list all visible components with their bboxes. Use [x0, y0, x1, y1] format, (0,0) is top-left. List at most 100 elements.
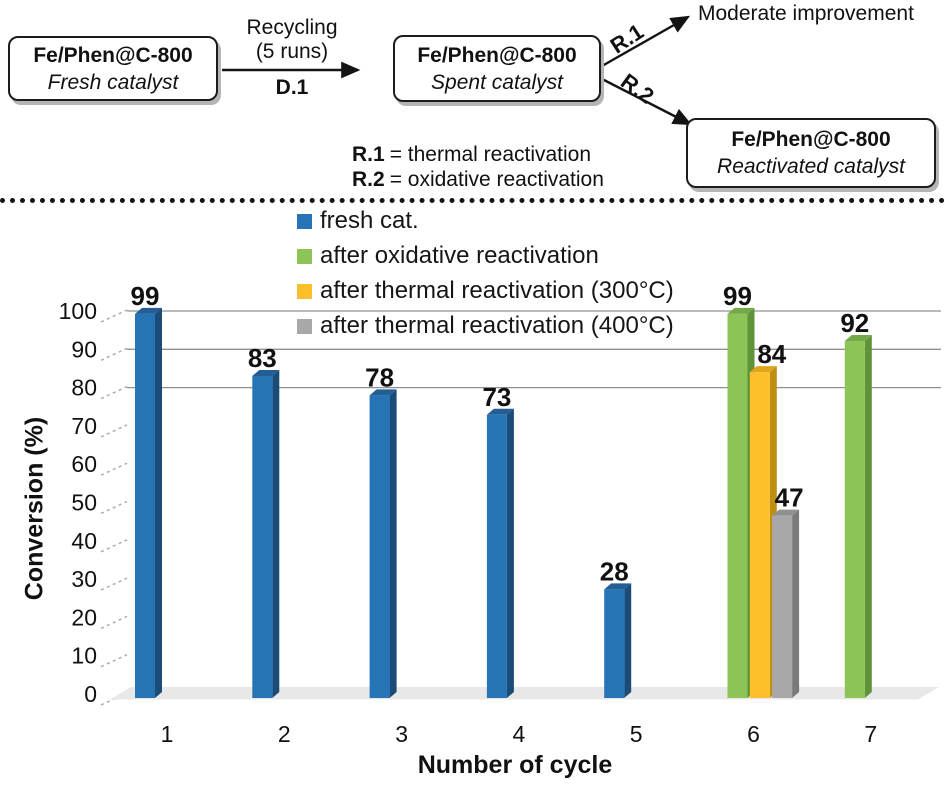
axis-tick-dash	[100, 577, 128, 591]
reactivated-catalyst-box: Fe/Phen@C-800 Reactivated catalyst	[686, 118, 936, 188]
fresh-catalyst-desc: Fresh catalyst	[47, 70, 179, 94]
fresh-catalyst-name: Fe/Phen@C-800	[33, 43, 193, 67]
y-tick-label: 70	[71, 413, 97, 439]
chart-floor	[110, 687, 939, 700]
bar-front	[844, 341, 865, 698]
axis-tick-dash	[100, 424, 128, 438]
legend-swatch-oxidative	[297, 248, 312, 264]
five-runs-label: (5 runs)	[255, 40, 329, 63]
bar-value-label: 28	[600, 556, 629, 586]
axis-tick-dash	[100, 539, 128, 553]
bar-front	[749, 372, 770, 698]
dotted-divider	[0, 198, 945, 203]
legend-item: after thermal reactivation (400°C)	[297, 312, 674, 339]
legend-item: after thermal reactivation (300°C)	[297, 277, 674, 304]
x-tick-label: 6	[747, 721, 760, 747]
reactivated-catalyst-name: Fe/Phen@C-800	[731, 128, 891, 151]
r2-definition-text: = oxidative reactivation	[389, 168, 604, 191]
r1-definition-text: = thermal reactivation	[389, 143, 592, 166]
bar-front	[727, 313, 748, 698]
bar-front	[486, 414, 507, 698]
bar-value-label: 92	[840, 308, 869, 338]
x-tick-label: 3	[395, 721, 408, 747]
bar-top	[486, 408, 514, 415]
legend-label: after thermal reactivation (400°C)	[320, 312, 674, 339]
x-tick-label: 2	[278, 721, 291, 747]
bar-top	[135, 307, 162, 314]
axis-tick-dash	[100, 615, 128, 630]
bar-top	[604, 583, 632, 590]
y-tick-label: 20	[71, 604, 97, 630]
bar-value-label: 47	[775, 483, 804, 513]
legend-swatch-fresh	[297, 213, 312, 229]
bar-front	[604, 589, 625, 698]
y-axis-title: Conversion (%)	[20, 416, 49, 601]
bar-top	[749, 366, 777, 373]
axis-tick-dash	[100, 385, 128, 400]
spent-catalyst-box: Fe/Phen@C-800 Spent catalyst	[393, 35, 601, 102]
spent-catalyst-desc: Spent catalyst	[431, 70, 563, 94]
r2-definition: R.2 = oxidative reactivation	[352, 168, 604, 192]
moderate-improvement-text: Moderate improvement	[698, 2, 914, 25]
r2-definition-key: R.2	[352, 168, 385, 191]
x-axis-title: Number of cycle	[417, 751, 613, 779]
y-tick-label: 100	[59, 298, 97, 324]
bar-top	[844, 335, 872, 342]
bar-side	[155, 307, 162, 698]
bar-side	[506, 408, 514, 698]
bar-top	[772, 509, 800, 516]
bar-value-label: 84	[757, 339, 786, 369]
bar-top	[252, 369, 280, 376]
x-tick-label: 1	[161, 721, 174, 747]
legend-item: fresh cat.	[297, 207, 674, 234]
bar-front	[135, 313, 155, 698]
y-tick-label: 30	[71, 566, 97, 592]
bar-top	[727, 307, 755, 314]
x-tick-label: 7	[864, 721, 877, 747]
bar-side	[624, 583, 632, 698]
bar-value-label: 78	[365, 362, 394, 392]
r1-definition: R.1 = thermal reactivation	[352, 143, 591, 167]
bar-front	[252, 375, 273, 698]
bar-front	[369, 395, 390, 698]
axis-tick-dash	[100, 500, 128, 515]
legend-label: after oxidative reactivation	[320, 242, 599, 269]
reactivated-catalyst-desc: Reactivated catalyst	[717, 155, 905, 178]
y-tick-label: 80	[71, 375, 97, 401]
y-tick-label: 90	[71, 336, 97, 362]
axis-tick-dash	[100, 462, 128, 476]
bar-side	[272, 369, 280, 698]
y-tick-label: 0	[84, 681, 97, 707]
spent-catalyst-name: Fe/Phen@C-800	[417, 43, 577, 67]
axis-tick-dash	[100, 347, 128, 361]
d1-label: D.1	[275, 76, 309, 99]
legend-swatch-thermal-400	[297, 318, 312, 334]
y-tick-label: 40	[71, 528, 97, 554]
recycling-label: Recycling	[246, 16, 338, 39]
axis-tick-dash	[100, 654, 128, 668]
y-tick-label: 50	[71, 490, 97, 516]
r1-definition-key: R.1	[352, 143, 385, 166]
bar-side	[389, 389, 397, 698]
legend-label: after thermal reactivation (300°C)	[320, 277, 674, 304]
axis-tick-dash	[100, 309, 128, 323]
y-tick-label: 60	[71, 451, 97, 477]
bar-top	[369, 389, 397, 396]
y-tick-label: 10	[71, 643, 97, 669]
bar-value-label: 99	[131, 281, 160, 311]
chart-legend: fresh cat. after oxidative reactivation …	[297, 207, 674, 348]
bar-side	[792, 509, 800, 698]
reaction-scheme: Fe/Phen@C-800 Fresh catalyst Recycling (…	[0, 0, 945, 200]
legend-swatch-thermal-300	[297, 283, 312, 299]
fresh-catalyst-box: Fe/Phen@C-800 Fresh catalyst	[8, 36, 218, 101]
bar-value-label: 99	[723, 281, 752, 311]
legend-label: fresh cat.	[320, 207, 419, 234]
x-tick-label: 5	[630, 721, 643, 747]
conversion-chart: 99 83 78 73 28 99 92 84 47 0 10 20 30 40 50 60 70 80 90 100…	[0, 200, 945, 786]
legend-item: after oxidative reactivation	[297, 242, 674, 269]
bar-front	[772, 515, 793, 698]
bar-side	[864, 335, 872, 698]
bar-value-label: 83	[248, 343, 277, 373]
